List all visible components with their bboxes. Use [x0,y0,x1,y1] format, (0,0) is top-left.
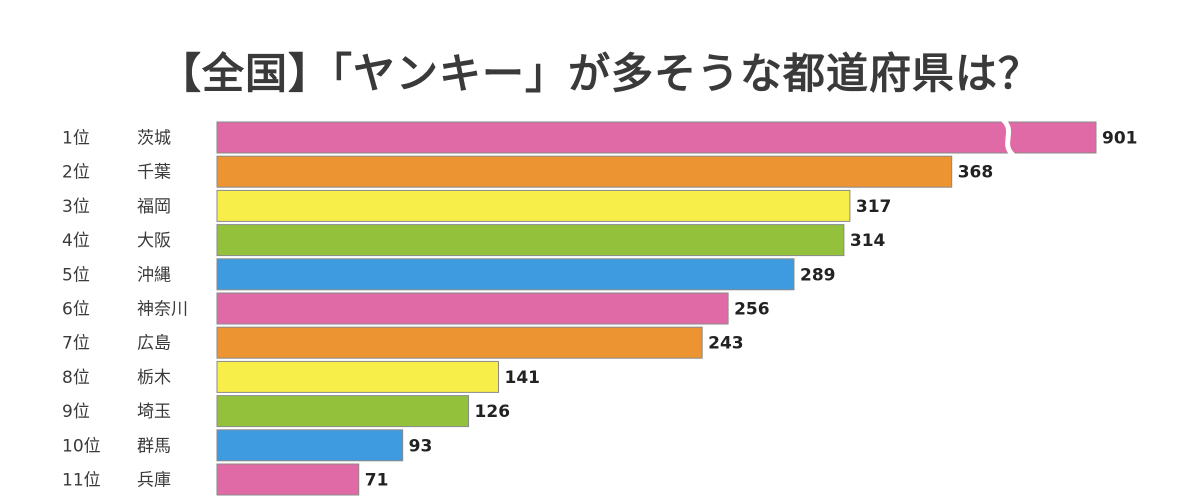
value-label: 368 [958,163,994,183]
category-label: 群馬 [137,436,171,456]
rank-label: 1位 [62,129,90,149]
category-label: 栃木 [137,368,171,388]
bar [216,360,500,393]
bar [216,224,845,257]
bar [216,292,729,325]
rank-label: 6位 [62,300,90,320]
rank-label: 9位 [62,402,90,422]
bar [216,189,851,222]
category-label: 福岡 [137,197,171,217]
bar [216,258,795,291]
category-label: 埼玉 [137,402,171,422]
category-label: 沖縄 [137,265,171,285]
chart-title: 【全国】「ヤンキー」が多そうな都道府県は？ [158,49,1041,98]
rank-label: 2位 [62,163,90,183]
rank-label: 11位 [62,471,101,491]
rank-label: 4位 [62,231,90,251]
category-label: 神奈川 [137,300,188,320]
axis-break-mark [1001,118,1015,157]
value-label: 71 [365,471,389,491]
bar [216,395,470,428]
bar [216,463,360,496]
rank-label: 10位 [62,436,101,456]
bar [216,155,953,188]
bar [216,121,1097,154]
value-label: 141 [505,368,540,388]
value-label: 243 [708,334,744,354]
value-label: 289 [800,265,836,285]
category-label: 千葉 [137,163,171,183]
rank-label: 3位 [62,197,90,217]
rank-label: 7位 [62,334,90,354]
rank-label: 8位 [62,368,90,388]
bar [216,326,703,359]
value-label: 317 [856,197,892,217]
category-label: 広島 [137,334,171,354]
value-label: 126 [475,402,511,422]
rank-label: 5位 [62,265,90,285]
category-label: 茨城 [137,129,171,149]
bar [216,429,404,462]
value-label: 256 [734,300,770,320]
value-label: 93 [409,436,433,456]
category-label: 大阪 [137,231,171,251]
value-label: 901 [1102,129,1138,149]
category-label: 兵庫 [137,471,171,491]
value-label: 314 [850,231,886,251]
